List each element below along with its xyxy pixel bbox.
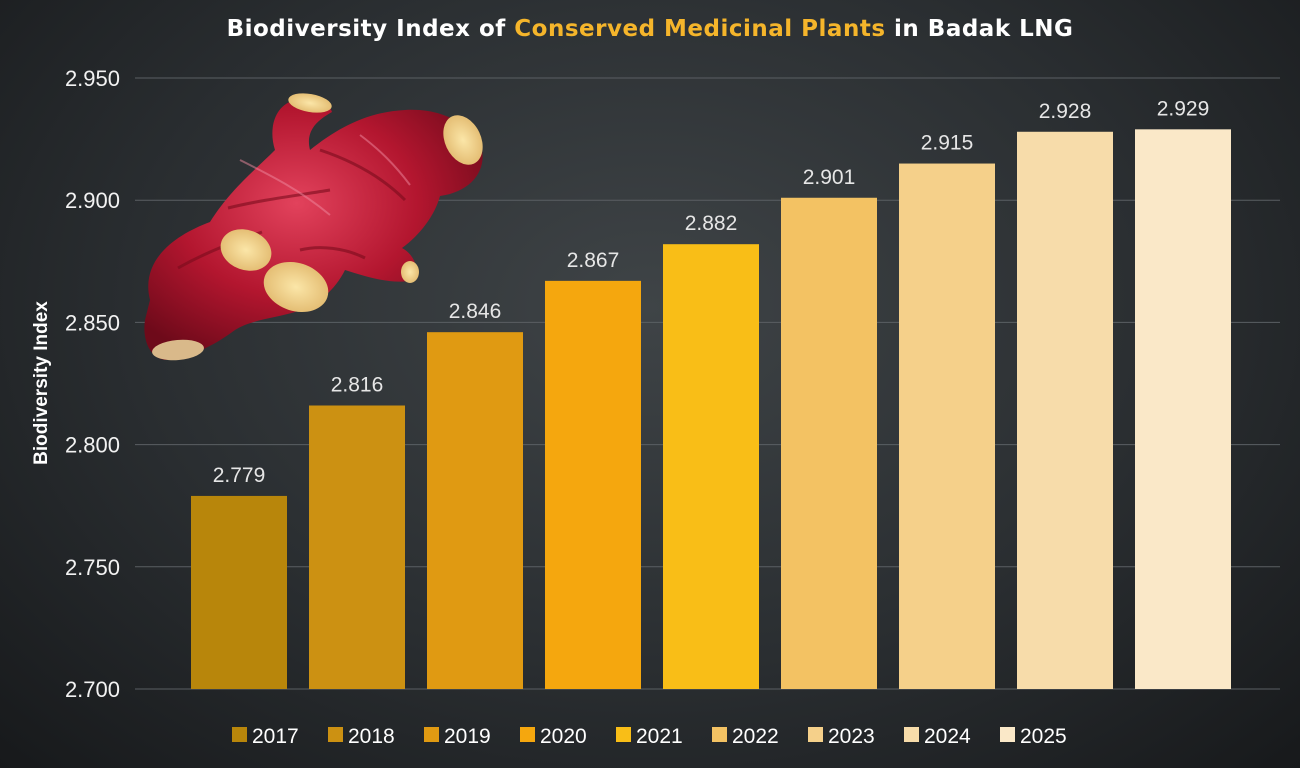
legend-label-2024: 2024 (924, 725, 971, 748)
red-ginger-root-image (144, 93, 483, 361)
chart-title: Biodiversity Index of Conserved Medicina… (0, 16, 1300, 42)
data-label-2023: 2.915 (921, 132, 974, 155)
data-labels: 2.779 2.816 2.846 2.867 2.882 2.901 2.915 2.928… (213, 97, 1210, 487)
legend-swatch-2024 (904, 727, 919, 742)
bar-2017 (191, 495, 287, 689)
title-suffix: in Badak LNG (885, 16, 1074, 42)
y-axis-ticks: 2.700 2.750 2.800 2.850 2.900 2.950 (65, 66, 120, 702)
title-highlight: Conserved Medicinal Plants (514, 16, 886, 42)
legend-label-2020: 2020 (540, 725, 587, 748)
y-tick-label: 2.850 (65, 310, 120, 335)
data-label-2020: 2.867 (567, 249, 620, 272)
legend-label-2019: 2019 (444, 725, 491, 748)
data-label-2025: 2.929 (1157, 97, 1210, 120)
y-tick-label: 2.750 (65, 555, 120, 580)
legend-swatch-2018 (328, 727, 343, 742)
y-tick-label: 2.900 (65, 188, 120, 213)
data-label-2024: 2.928 (1039, 100, 1092, 123)
legend: 2017 2018 2019 2020 2021 2022 2023 2024 2025 (232, 725, 1067, 748)
legend-swatch-2022 (712, 727, 727, 742)
data-label-2017: 2.779 (213, 464, 266, 487)
legend-swatch-2017 (232, 727, 247, 742)
legend-swatch-2020 (520, 727, 535, 742)
legend-label-2021: 2021 (636, 725, 683, 748)
data-label-2021: 2.882 (685, 212, 738, 235)
legend-label-2025: 2025 (1020, 725, 1067, 748)
bar-2025 (1135, 129, 1231, 690)
legend-swatch-2019 (424, 727, 439, 742)
data-label-2022: 2.901 (803, 166, 856, 189)
bar-2022 (781, 197, 877, 690)
y-tick-label: 2.950 (65, 66, 120, 91)
y-tick-label: 2.800 (65, 433, 120, 458)
legend-label-2017: 2017 (252, 725, 299, 748)
data-label-2019: 2.846 (449, 300, 502, 323)
bar-2020 (545, 280, 641, 689)
legend-label-2022: 2022 (732, 725, 779, 748)
y-axis-label: Biodiversity Index (31, 301, 52, 465)
bars (191, 129, 1231, 690)
title-prefix: Biodiversity Index of (226, 16, 515, 42)
bar-2019 (427, 332, 523, 689)
bar-2023 (899, 163, 995, 690)
bar-2018 (309, 405, 405, 689)
data-label-2018: 2.816 (331, 373, 384, 396)
legend-swatch-2021 (616, 727, 631, 742)
legend-label-2018: 2018 (348, 725, 395, 748)
legend-swatch-2025 (1000, 727, 1015, 742)
bar-2021 (663, 244, 759, 689)
y-tick-label: 2.700 (65, 677, 120, 702)
bar-2024 (1017, 131, 1113, 689)
legend-swatch-2023 (808, 727, 823, 742)
legend-label-2023: 2023 (828, 725, 875, 748)
